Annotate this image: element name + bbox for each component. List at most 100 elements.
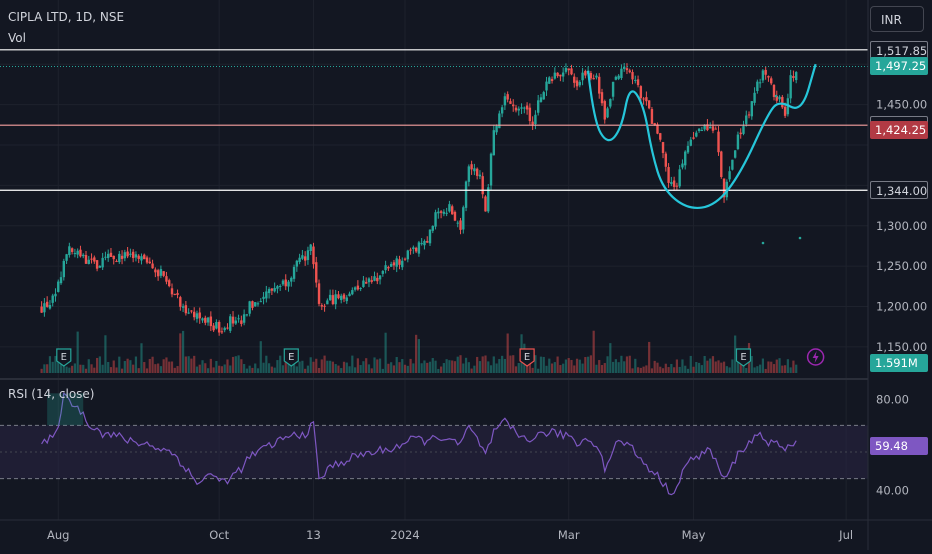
candle-body	[187, 312, 190, 314]
candle-body	[129, 253, 132, 255]
candle-body	[570, 68, 573, 75]
volume-bar	[356, 358, 359, 373]
symbol-title[interactable]: CIPLA LTD, 1D, NSE	[8, 10, 125, 24]
candle-body	[478, 174, 482, 177]
volume-bar	[215, 360, 218, 373]
candle-body	[470, 164, 473, 170]
volume-bar	[653, 360, 656, 373]
candle-body	[736, 134, 740, 150]
candle-body	[714, 128, 717, 130]
currency-button[interactable]: INR	[870, 6, 924, 32]
candle-body	[409, 249, 412, 251]
time-tick-label: Oct	[209, 528, 229, 542]
volume-bar	[362, 361, 365, 373]
candle-body	[756, 81, 759, 91]
candle-body	[276, 286, 279, 289]
candle-body	[123, 252, 127, 259]
candle-body	[168, 280, 171, 287]
candle-body	[731, 159, 734, 170]
volume-bar	[736, 357, 740, 373]
volume-bar	[206, 368, 210, 373]
volume-bar	[126, 358, 129, 373]
candle-body	[781, 96, 784, 108]
candle-body	[770, 78, 773, 84]
volume-bar	[193, 355, 196, 373]
candle-body	[251, 301, 254, 308]
candle-body	[639, 86, 643, 99]
candle-body	[337, 294, 340, 299]
volume-bar	[237, 355, 240, 373]
volume-bar	[772, 364, 776, 373]
volume-bar	[642, 366, 645, 373]
volume-bar	[534, 355, 537, 373]
candle-body	[750, 101, 754, 117]
horizontal-levels[interactable]	[0, 49, 868, 191]
candle-body	[206, 317, 210, 323]
candle-body	[600, 92, 604, 104]
candle-body	[340, 295, 343, 301]
candle-body	[489, 153, 493, 186]
candle-body	[514, 107, 518, 111]
candle-body	[192, 311, 196, 318]
candle-body	[745, 115, 748, 124]
volume-bar	[786, 359, 789, 373]
volume-bar	[104, 335, 107, 373]
volume-bar	[448, 360, 451, 373]
rsi-line	[41, 392, 797, 496]
candle-body	[364, 282, 368, 284]
volume-bar	[151, 356, 154, 373]
volume-bar	[415, 334, 418, 373]
event-label: E	[740, 352, 746, 363]
candle-body	[359, 288, 362, 290]
volume-label[interactable]: Vol	[8, 31, 26, 45]
volume-bar	[309, 357, 312, 373]
candle-body	[165, 276, 168, 282]
volume-bar	[753, 367, 756, 373]
volume-bar	[445, 359, 448, 373]
volume-bar	[412, 363, 415, 373]
candle-body	[220, 331, 224, 333]
candle-body	[159, 269, 163, 276]
volume-bar	[204, 363, 207, 373]
volume-bar	[123, 361, 126, 373]
candle-body	[475, 168, 479, 176]
volume-bar	[512, 355, 515, 373]
candle-body	[173, 293, 176, 295]
volume-bar	[62, 364, 65, 373]
volume-bar	[107, 361, 110, 373]
price-label-prev: 1,424.25	[870, 121, 928, 140]
volume-bar	[337, 365, 340, 373]
volume-bar	[659, 366, 662, 373]
volume-bar	[636, 367, 640, 373]
volume-bar	[190, 358, 193, 373]
candle-body	[761, 70, 765, 81]
volume-bar	[623, 361, 626, 373]
volume-bar	[184, 356, 187, 373]
volume-bar	[525, 361, 529, 373]
volume-bar	[675, 359, 679, 373]
rsi-title[interactable]: RSI (14, close)	[8, 387, 95, 401]
volume-bar	[437, 368, 440, 373]
candle-body	[631, 72, 634, 80]
cup-and-handle-pattern[interactable]	[587, 63, 817, 245]
volume-bar	[170, 361, 174, 373]
candle-body	[467, 166, 471, 182]
candle-body	[234, 320, 238, 324]
time-tick-label: 13	[306, 528, 321, 542]
candle-body	[792, 76, 795, 79]
candle-body	[190, 310, 193, 312]
candle-body	[484, 196, 487, 212]
volume-bar	[176, 366, 179, 373]
volume-bar	[664, 363, 667, 373]
candle-body	[589, 72, 593, 79]
candle-body	[448, 204, 451, 212]
candle-body	[775, 95, 778, 101]
volume-bar	[390, 362, 393, 373]
candle-body	[84, 255, 88, 264]
volume-bar	[120, 368, 124, 373]
candle-body	[620, 68, 623, 79]
candle-body	[381, 270, 385, 274]
